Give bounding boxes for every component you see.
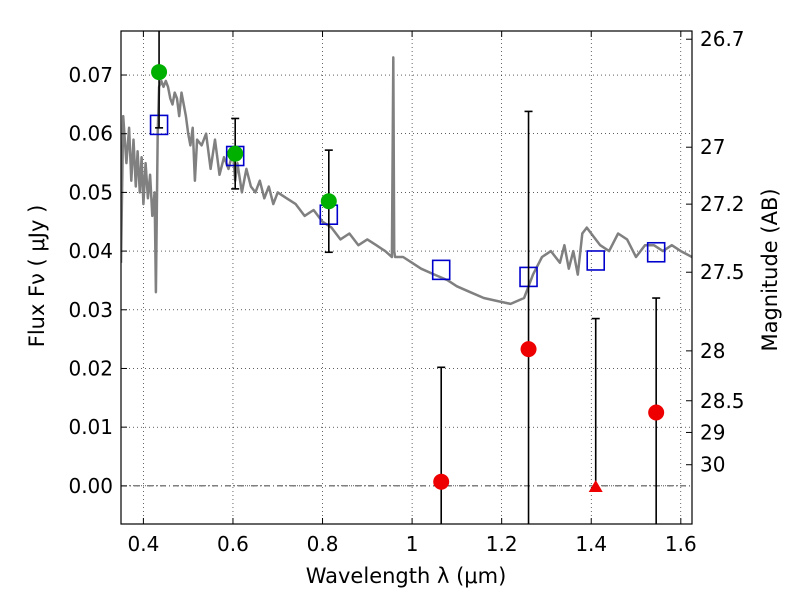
x-tick-label: 1.4 (575, 532, 607, 556)
x-axis-label: Wavelength λ (μm) (306, 564, 507, 588)
y2-tick-label: 30 (700, 453, 725, 477)
y-tick-label: 0.07 (68, 63, 113, 87)
axes-frame (120, 30, 693, 525)
y-axis-right: 26.7 27 27.2 27.5 28 28.5 29 30 (686, 27, 745, 477)
x-tick-label: 1 (406, 532, 419, 556)
y-tick-label: 0.06 (68, 122, 113, 146)
y-axis-label: Flux Fν ( μJy ) (25, 205, 49, 348)
y-axis-left: 0.00 0.01 0.02 0.03 0.04 0.05 0.06 0.07 (68, 63, 127, 498)
detection-point (227, 145, 244, 162)
x-axis: 0.4 0.6 0.8 1 1.2 1.4 1.6 (127, 31, 697, 556)
y2-tick-label: 28.5 (700, 389, 745, 413)
y-tick-label: 0.05 (68, 180, 113, 204)
upper-limit-triangle (588, 480, 603, 493)
y2-tick-label: 27.2 (700, 192, 745, 216)
x-tick-label: 0.6 (217, 532, 249, 556)
y2-tick-label: 26.7 (700, 27, 745, 51)
x-tick-label: 0.8 (307, 532, 339, 556)
non-detection-point (648, 404, 665, 421)
y-tick-label: 0.02 (68, 356, 113, 380)
y2-tick-label: 27 (700, 135, 725, 159)
y-tick-label: 0.04 (68, 239, 113, 263)
model-flux-square (431, 259, 451, 281)
y2-tick-label: 27.5 (700, 260, 745, 284)
sed-spectrum-line (121, 56, 692, 306)
x-tick-label: 1.2 (486, 532, 518, 556)
detection-point (151, 64, 168, 81)
plot-area (121, 31, 692, 524)
non-detection-point (433, 473, 450, 490)
y2-tick-label: 29 (700, 420, 725, 444)
y2-tick-label: 28 (700, 339, 725, 363)
model-flux-square (586, 250, 606, 271)
y-tick-label: 0.00 (68, 474, 113, 498)
detection-point (320, 193, 337, 210)
y-tick-label: 0.03 (68, 298, 113, 322)
x-tick-label: 1.6 (665, 532, 697, 556)
non-detection-point (520, 341, 537, 358)
grid-lines (121, 31, 692, 524)
x-tick-label: 0.4 (127, 532, 159, 556)
model-flux-square (646, 241, 666, 263)
y-tick-label: 0.01 (68, 415, 113, 439)
y2-axis-label: Magnitude (AB) (758, 188, 782, 351)
plot-content (121, 31, 692, 524)
